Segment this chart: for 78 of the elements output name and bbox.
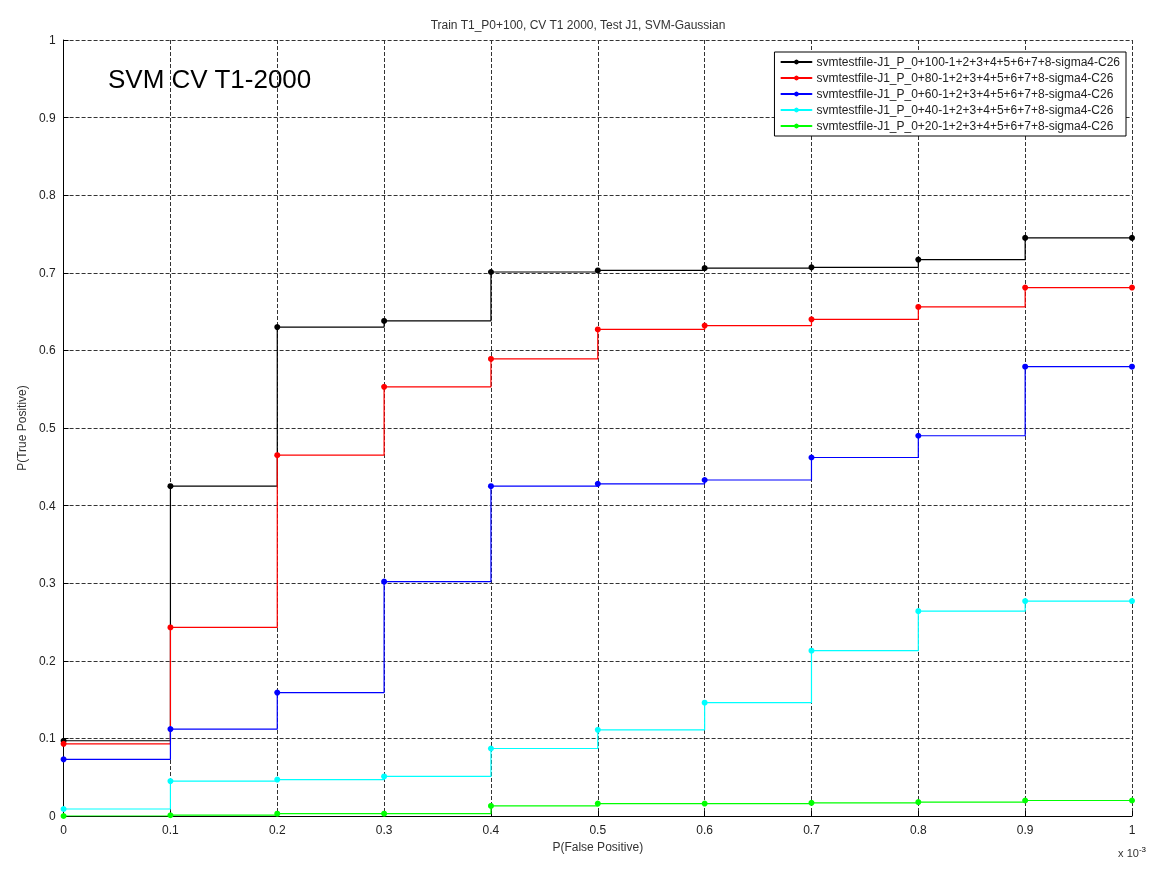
point [381,383,388,390]
x-tick-label: 0.7 [803,823,821,837]
point [594,267,601,274]
y-tick-label: 0.4 [38,498,56,513]
x-tick-label: 0 [60,823,68,837]
annotation: SVM CV T1-2000 [108,64,312,94]
point [915,256,922,263]
point [594,480,601,487]
point [594,326,601,333]
point [381,317,388,324]
point [808,454,815,461]
point [594,800,601,807]
y-tick-label: 0.8 [38,188,56,203]
x-tick-label: 0.3 [375,823,393,837]
y-tick-label: 0.2 [38,653,56,668]
legend-label: svmtestfile-J1_P_0+60-1+2+3+4+5+6+7+8-sigma4-C26 [816,87,1114,101]
point [808,647,815,654]
x-tick-label: 0.2 [268,823,286,837]
y-tick-label: 1 [48,33,56,47]
point [167,624,174,631]
point [487,355,494,362]
point [1022,598,1029,605]
x-tick-label: 0.4 [482,823,500,837]
point [381,773,388,780]
x-tick-label: 1 [1128,823,1136,837]
point [915,432,922,439]
point [167,726,174,733]
point [701,322,708,329]
point [487,745,494,752]
x-tick-label: 0.9 [1016,823,1034,837]
point [1129,234,1135,241]
x-tick-label: 0.5 [589,823,607,837]
point [1022,284,1029,291]
point [915,303,922,310]
point [1129,363,1135,370]
point [274,452,281,459]
point [381,578,388,585]
point [487,802,494,809]
y-axis-title: P(True Positive) [15,385,29,471]
point [167,483,174,490]
y-tick-label: 0.6 [38,343,56,358]
legend-label: svmtestfile-J1_P_0+100-1+2+3+4+5+6+7+8-sigma4-C26 [816,55,1121,69]
chart-title: Train T1_P0+100, CV T1 2000, Test J1, SVM-Gaussian [430,18,726,32]
point [167,778,174,785]
point [487,269,494,276]
point [60,756,67,763]
point [1129,284,1135,291]
y-tick-label: 0.7 [38,265,56,280]
x-tick-label: 0.8 [909,823,927,837]
point [60,806,67,813]
point [915,799,922,806]
point [594,726,601,733]
y-tick-label: 0 [48,809,56,823]
point [1129,797,1135,804]
y-tick-label: 0.3 [38,576,56,591]
point [701,476,708,483]
y-tick-label: 0.1 [38,731,56,746]
point [1022,363,1029,370]
point [1022,797,1029,804]
point [274,689,281,696]
x-tick-label: 0.1 [162,823,180,837]
legend-label: svmtestfile-J1_P_0+40-1+2+3+4+5+6+7+8-sigma4-C26 [816,103,1114,117]
point [1129,598,1135,605]
legend-label: svmtestfile-J1_P_0+80-1+2+3+4+5+6+7+8-sigma4-C26 [816,71,1114,85]
x-tick-label: 0.6 [696,823,714,837]
point [701,265,708,272]
point [808,799,815,806]
point [274,324,281,331]
point [1022,234,1029,241]
legend-label: svmtestfile-J1_P_0+20-1+2+3+4+5+6+7+8-sigma4-C26 [816,119,1114,133]
x-axis-title: P(False Positive) [552,839,644,854]
point [274,776,281,783]
y-tick-label: 0.9 [38,110,56,125]
y-tick-label: 0.5 [38,421,56,435]
point [701,800,708,807]
point [487,483,494,490]
point [915,608,922,615]
point [701,699,708,706]
